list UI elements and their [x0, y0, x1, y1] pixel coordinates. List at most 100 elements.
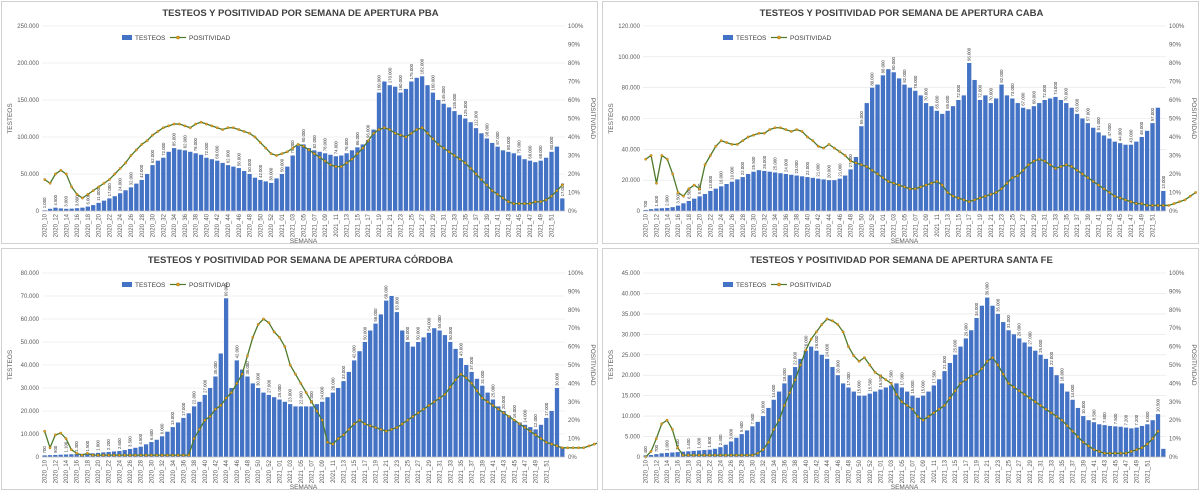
- positividad-point: [507, 200, 510, 204]
- bar: [696, 450, 702, 457]
- bar: [409, 81, 414, 211]
- bar: [387, 85, 392, 211]
- x-tick-label: 2021_49: [534, 459, 540, 483]
- bar-data-label: 82.000: [999, 69, 1004, 83]
- positividad-point: [895, 393, 898, 396]
- y2-tick-label: 20%: [1169, 172, 1182, 178]
- positividad-point: [512, 418, 516, 422]
- positividad-point: [388, 128, 392, 131]
- bar: [101, 200, 107, 211]
- bar: [400, 330, 405, 457]
- x-tick-label: 2021_11: [334, 213, 340, 237]
- bar: [485, 392, 490, 457]
- positividad-point: [1007, 382, 1010, 385]
- bar-data-label: 17.000: [181, 402, 186, 416]
- bar: [186, 413, 191, 457]
- bar: [436, 100, 441, 211]
- bar-data-label: 63.000: [394, 296, 399, 310]
- positividad-point: [285, 150, 289, 154]
- bar: [290, 155, 295, 211]
- bar: [198, 154, 204, 211]
- bar: [128, 187, 134, 211]
- bar-data-label: 27.000: [266, 379, 271, 393]
- bar-data-label: 50.000: [405, 326, 410, 340]
- x-tick-label: 2020_10: [644, 459, 650, 483]
- bar: [937, 379, 942, 457]
- y2-tick-label: 50%: [1169, 363, 1182, 369]
- positividad-point: [215, 126, 219, 130]
- bar: [670, 207, 675, 211]
- positividad-point: [761, 448, 765, 451]
- x-tick-label: 2020_42: [816, 213, 822, 237]
- positividad-point: [1021, 168, 1025, 172]
- y-tick-label: 100.000: [618, 55, 640, 61]
- positividad-point: [182, 453, 185, 457]
- x-tick-label: 2020_16: [75, 459, 81, 483]
- bar-data-label: 19.000: [729, 166, 734, 180]
- bar-data-label: 22.000: [793, 351, 798, 365]
- positividad-point: [1103, 451, 1106, 455]
- positividad-point: [566, 446, 570, 450]
- bar-data-label: 90.000: [891, 56, 896, 70]
- positividad-point: [208, 415, 212, 418]
- positividad-point: [294, 372, 297, 376]
- bar: [64, 208, 69, 211]
- bar-data-label: 7.200: [1123, 414, 1128, 425]
- positividad-point: [1017, 389, 1021, 393]
- bar: [878, 389, 883, 457]
- bar: [1037, 103, 1042, 211]
- bar-data-label: 17.000: [560, 183, 565, 197]
- positividad-point: [453, 154, 456, 157]
- positividad-point: [48, 181, 52, 185]
- bar: [42, 455, 47, 457]
- positividad-point: [470, 382, 473, 385]
- x-tick-label: 2020_22: [708, 213, 714, 237]
- bar-data-label: 43.000: [1128, 129, 1133, 143]
- bar-data-label: 13.000: [170, 411, 175, 425]
- bar: [1022, 342, 1027, 457]
- legend-label-testeos: TESTEOS: [135, 35, 166, 42]
- y-tick-label: 80.000: [21, 271, 40, 277]
- positividad-point: [1010, 176, 1014, 180]
- y2-tick-label: 10%: [568, 191, 581, 197]
- bar: [1129, 428, 1134, 457]
- positividad-point: [334, 165, 338, 168]
- positividad-point: [363, 422, 367, 426]
- x-tick-label: 2021_35: [1064, 213, 1070, 237]
- chart-title: TESTEOS Y POSITIVIDAD POR SEMANA DE APER…: [760, 8, 1044, 19]
- positividad-point: [302, 144, 305, 148]
- bar: [490, 142, 495, 211]
- bar: [389, 296, 394, 457]
- positividad-point: [395, 426, 399, 429]
- bar-data-label: 112.000: [474, 110, 479, 126]
- bar-data-label: 34.000: [974, 302, 979, 316]
- positividad-point: [1113, 194, 1117, 198]
- bar-data-label: 63.000: [1075, 98, 1080, 112]
- bar-data-label: 25.000: [277, 384, 282, 398]
- positividad-point: [323, 159, 327, 163]
- bar-data-label: 54.000: [426, 317, 431, 331]
- positividad-point: [112, 453, 116, 457]
- positividad-point: [539, 437, 543, 440]
- bar-data-label: 70.000: [1064, 87, 1069, 101]
- positividad-point: [811, 139, 815, 143]
- bar: [341, 381, 346, 457]
- bar: [1081, 416, 1086, 457]
- positividad-point: [178, 122, 181, 126]
- chart-title: TESTEOS Y POSITIVIDAD POR SEMANA DE APER…: [148, 254, 453, 266]
- bar: [549, 151, 554, 211]
- positividad-point: [544, 198, 548, 202]
- positividad-point: [1027, 163, 1030, 167]
- positividad-point: [442, 146, 446, 150]
- positividad-point: [81, 196, 84, 200]
- x-axis-title: SEMANA: [891, 238, 919, 244]
- bar-data-label: 29.000: [963, 323, 968, 337]
- y-tick-label: 100.000: [17, 135, 39, 141]
- bar: [118, 193, 123, 211]
- x-tick-label: 2020_40: [805, 213, 811, 237]
- bar: [719, 186, 724, 211]
- positividad-point: [91, 189, 95, 192]
- bar: [814, 350, 819, 457]
- x-tick-label: 2020_14: [665, 459, 671, 483]
- bar-data-label: 2.600: [117, 438, 122, 449]
